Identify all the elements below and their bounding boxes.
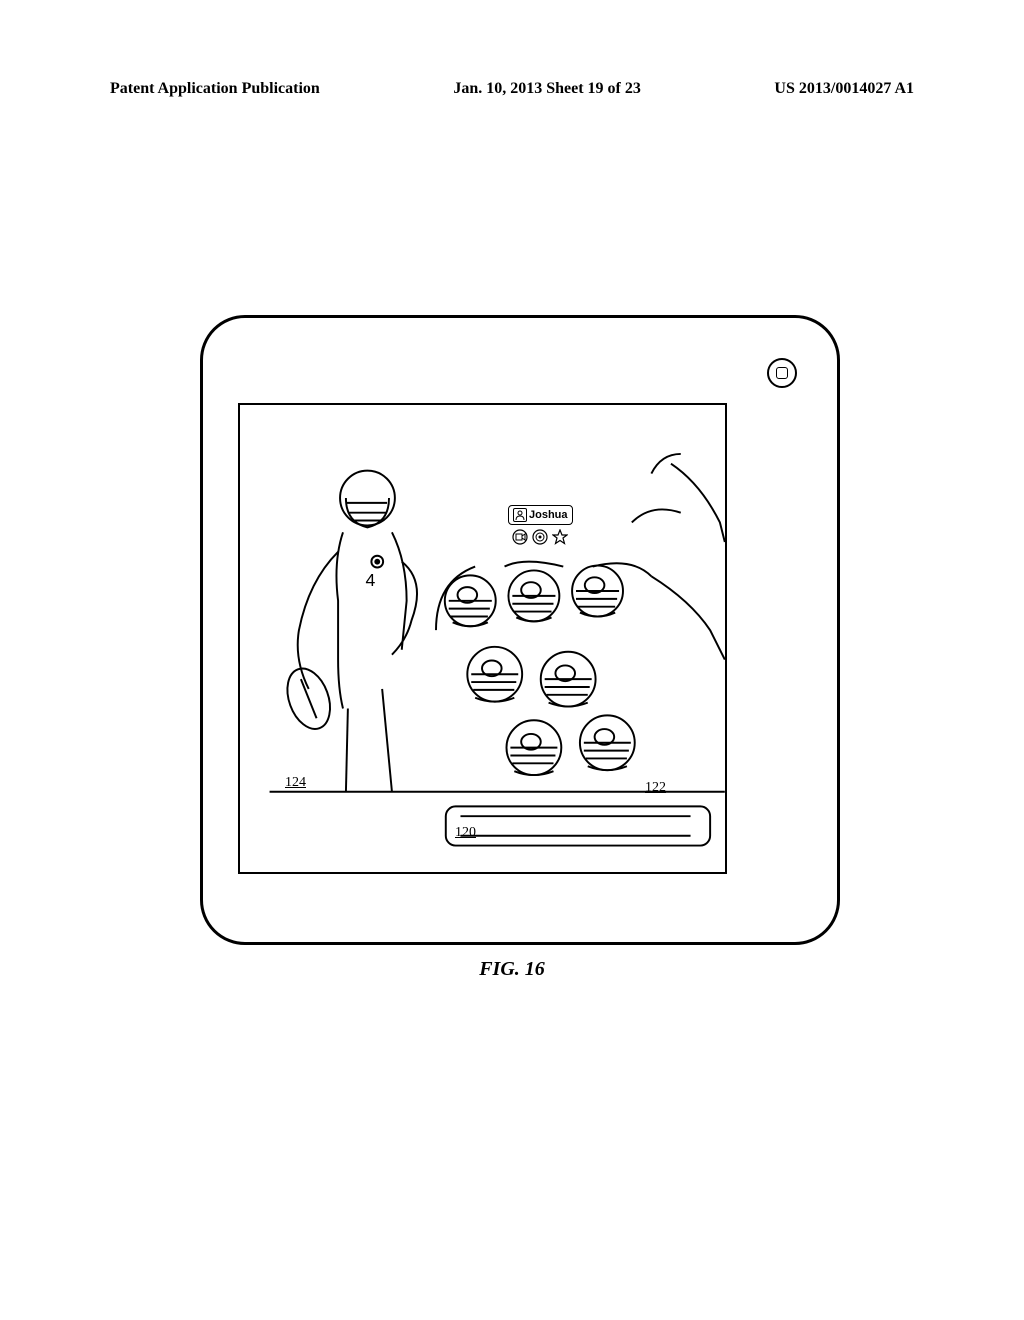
header-left: Patent Application Publication xyxy=(110,80,320,98)
home-button[interactable] xyxy=(767,358,797,388)
ref-120: 120 xyxy=(455,825,476,841)
target-icon[interactable] xyxy=(532,529,548,550)
tag-icon-row xyxy=(512,529,568,550)
ref-124: 124 xyxy=(285,775,306,791)
ref-122: 122 xyxy=(645,780,666,796)
tablet-screen[interactable]: 4 xyxy=(238,403,727,874)
header-center: Jan. 10, 2013 Sheet 19 of 23 xyxy=(453,80,641,98)
football-scene-drawing: 4 xyxy=(240,405,725,872)
page-header: Patent Application Publication Jan. 10, … xyxy=(110,80,914,98)
star-icon[interactable] xyxy=(552,529,568,550)
svg-text:4: 4 xyxy=(366,570,376,590)
avatar-icon xyxy=(513,508,527,522)
header-right: US 2013/0014027 A1 xyxy=(774,80,914,98)
figure-label: FIG. 16 xyxy=(479,958,545,981)
user-tag[interactable]: Joshua xyxy=(508,505,573,525)
tablet-frame: 4 xyxy=(200,315,840,945)
home-button-icon xyxy=(776,367,788,379)
tablet-device: 4 xyxy=(200,315,840,945)
user-tag-name: Joshua xyxy=(529,509,568,521)
video-icon[interactable] xyxy=(512,529,528,550)
